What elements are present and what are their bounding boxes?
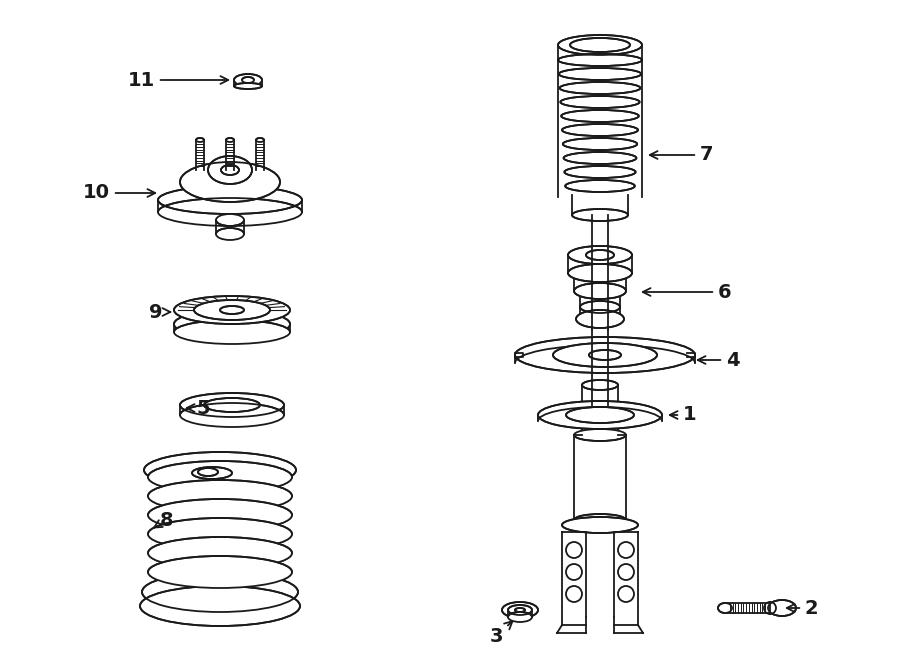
Ellipse shape <box>508 612 532 622</box>
Ellipse shape <box>558 54 642 66</box>
Ellipse shape <box>558 35 642 55</box>
Ellipse shape <box>226 138 234 142</box>
Ellipse shape <box>158 186 302 214</box>
Text: 10: 10 <box>83 184 155 202</box>
Ellipse shape <box>174 296 290 324</box>
Ellipse shape <box>144 452 296 488</box>
Ellipse shape <box>234 74 262 86</box>
Ellipse shape <box>574 283 626 299</box>
Ellipse shape <box>148 499 292 531</box>
Ellipse shape <box>216 214 244 226</box>
Ellipse shape <box>538 401 662 429</box>
Ellipse shape <box>148 518 292 550</box>
Ellipse shape <box>562 517 638 533</box>
Ellipse shape <box>768 600 796 616</box>
Ellipse shape <box>568 246 632 264</box>
Text: 5: 5 <box>187 399 210 418</box>
Ellipse shape <box>560 82 641 94</box>
Ellipse shape <box>221 165 239 175</box>
Text: 1: 1 <box>670 405 697 424</box>
Ellipse shape <box>148 461 292 493</box>
Text: 9: 9 <box>149 303 170 321</box>
Circle shape <box>566 586 582 602</box>
Ellipse shape <box>580 301 620 313</box>
Text: 2: 2 <box>787 598 819 617</box>
Ellipse shape <box>194 300 270 320</box>
Text: 11: 11 <box>128 71 229 89</box>
Ellipse shape <box>508 605 532 615</box>
Ellipse shape <box>242 77 254 83</box>
Ellipse shape <box>589 350 621 360</box>
Ellipse shape <box>158 198 302 226</box>
Ellipse shape <box>559 68 641 80</box>
Circle shape <box>618 564 634 580</box>
Ellipse shape <box>565 180 634 192</box>
Ellipse shape <box>570 38 630 52</box>
Ellipse shape <box>574 514 626 526</box>
Ellipse shape <box>562 124 638 136</box>
Text: 6: 6 <box>643 282 732 301</box>
Ellipse shape <box>718 603 732 613</box>
Ellipse shape <box>148 480 292 512</box>
Ellipse shape <box>180 162 280 202</box>
Ellipse shape <box>572 209 628 221</box>
Ellipse shape <box>561 96 640 108</box>
Ellipse shape <box>140 586 300 626</box>
Ellipse shape <box>562 110 639 122</box>
Ellipse shape <box>174 320 290 344</box>
Ellipse shape <box>180 403 284 427</box>
Ellipse shape <box>220 306 244 314</box>
Ellipse shape <box>216 228 244 240</box>
Ellipse shape <box>192 467 232 479</box>
Ellipse shape <box>204 398 260 412</box>
Ellipse shape <box>582 380 618 390</box>
Ellipse shape <box>148 537 292 569</box>
Ellipse shape <box>566 407 634 423</box>
Text: 4: 4 <box>698 350 740 369</box>
Ellipse shape <box>576 310 624 328</box>
Ellipse shape <box>234 83 262 89</box>
Ellipse shape <box>764 602 776 614</box>
Ellipse shape <box>180 393 284 417</box>
Ellipse shape <box>174 310 290 338</box>
Ellipse shape <box>563 152 636 164</box>
Circle shape <box>618 586 634 602</box>
Ellipse shape <box>148 556 292 588</box>
Ellipse shape <box>515 337 695 373</box>
Text: 8: 8 <box>154 510 174 529</box>
Ellipse shape <box>256 138 264 142</box>
Circle shape <box>618 542 634 558</box>
Ellipse shape <box>574 429 626 441</box>
Ellipse shape <box>515 608 525 612</box>
Ellipse shape <box>208 156 252 184</box>
Ellipse shape <box>196 138 204 142</box>
Ellipse shape <box>568 264 632 282</box>
Text: 7: 7 <box>650 145 714 165</box>
Text: 3: 3 <box>490 621 512 646</box>
Ellipse shape <box>142 572 298 612</box>
Ellipse shape <box>586 250 614 260</box>
Ellipse shape <box>562 138 637 150</box>
Circle shape <box>566 542 582 558</box>
Ellipse shape <box>564 166 635 178</box>
Circle shape <box>566 564 582 580</box>
Ellipse shape <box>198 468 218 476</box>
Ellipse shape <box>502 602 538 618</box>
Ellipse shape <box>553 343 657 367</box>
